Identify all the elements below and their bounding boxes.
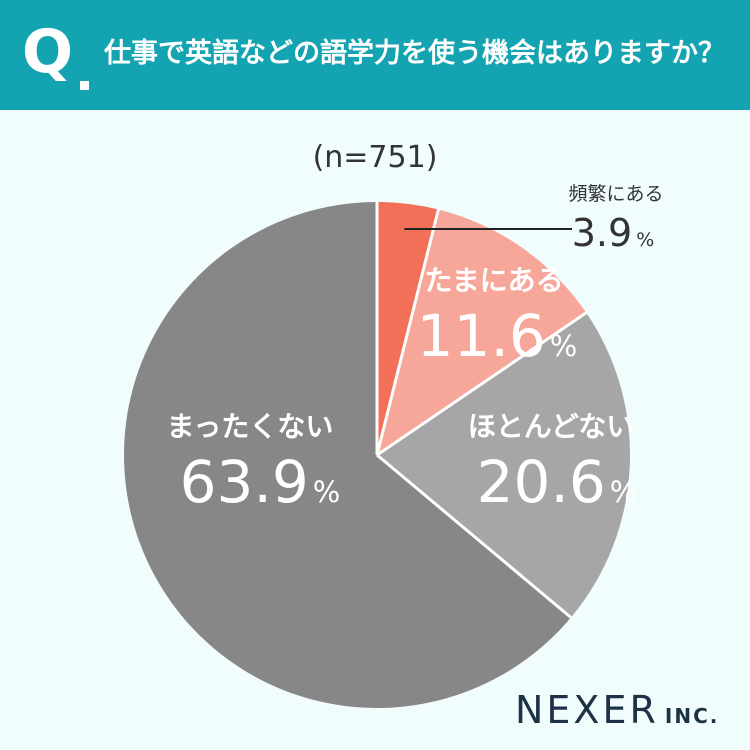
sample-size-label: (n=751) (312, 140, 438, 175)
slice-separator-2 (376, 311, 588, 457)
pie-slice-2 (377, 312, 631, 618)
logo-suffix: INC. (664, 704, 720, 728)
nexer-logo: NEXER INC. (515, 688, 719, 732)
slice-label-1: たまにある (424, 264, 563, 297)
slice-value-3: 63.9% (180, 448, 341, 516)
slice-separator-1 (375, 209, 440, 456)
slice-separator-3 (376, 453, 572, 619)
slice-label-3: まったくない (167, 410, 334, 443)
logo-name: NEXER (515, 688, 659, 732)
q-dot (80, 81, 89, 90)
slice-label-0: 頻繁にある (568, 183, 663, 205)
slice-label-2: ほとんどない (468, 410, 635, 443)
slice-value-0: 3.9% (572, 211, 655, 255)
question-text: 仕事で英語などの語学力を使う機会はありますか？ (104, 38, 725, 69)
pie-slice-3 (124, 202, 571, 709)
pie-slice-1 (377, 209, 587, 455)
slice-value-1: 11.6% (417, 302, 578, 370)
slice-value-2: 20.6% (477, 448, 638, 516)
q-mark: Q (22, 17, 74, 87)
question-header: Q 仕事で英語などの語学力を使う機会はありますか？ (0, 0, 750, 110)
